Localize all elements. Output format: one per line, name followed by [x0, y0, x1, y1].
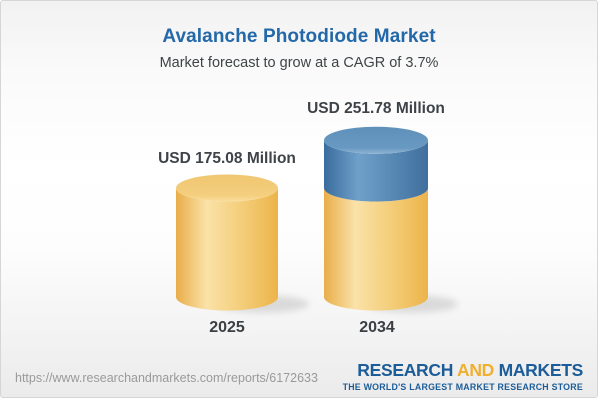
- category-label-2025: 2025: [209, 319, 245, 336]
- logo-word-markets: MARKETS: [498, 360, 584, 380]
- logo-tagline: THE WORLD'S LARGEST MARKET RESEARCH STOR…: [342, 381, 583, 392]
- value-label-2025: USD 175.08 Million: [158, 150, 296, 167]
- page-subtitle: Market forecast to grow at a CAGR of 3.7…: [159, 55, 439, 71]
- logo-wordmark: RESEARCH AND MARKETS: [343, 360, 584, 380]
- research-and-markets-logo: RESEARCH AND MARKETS THE WORLD'S LARGEST…: [342, 360, 584, 392]
- report-url: https://www.researchandmarkets.com/repor…: [15, 371, 318, 385]
- logo-word-research: RESEARCH: [357, 360, 454, 380]
- logo-word-and: AND: [456, 360, 494, 380]
- value-label-2034: USD 251.78 Million: [307, 100, 445, 117]
- page-title: Avalanche Photodiode Market: [162, 26, 436, 47]
- category-label-2034: 2034: [359, 319, 395, 336]
